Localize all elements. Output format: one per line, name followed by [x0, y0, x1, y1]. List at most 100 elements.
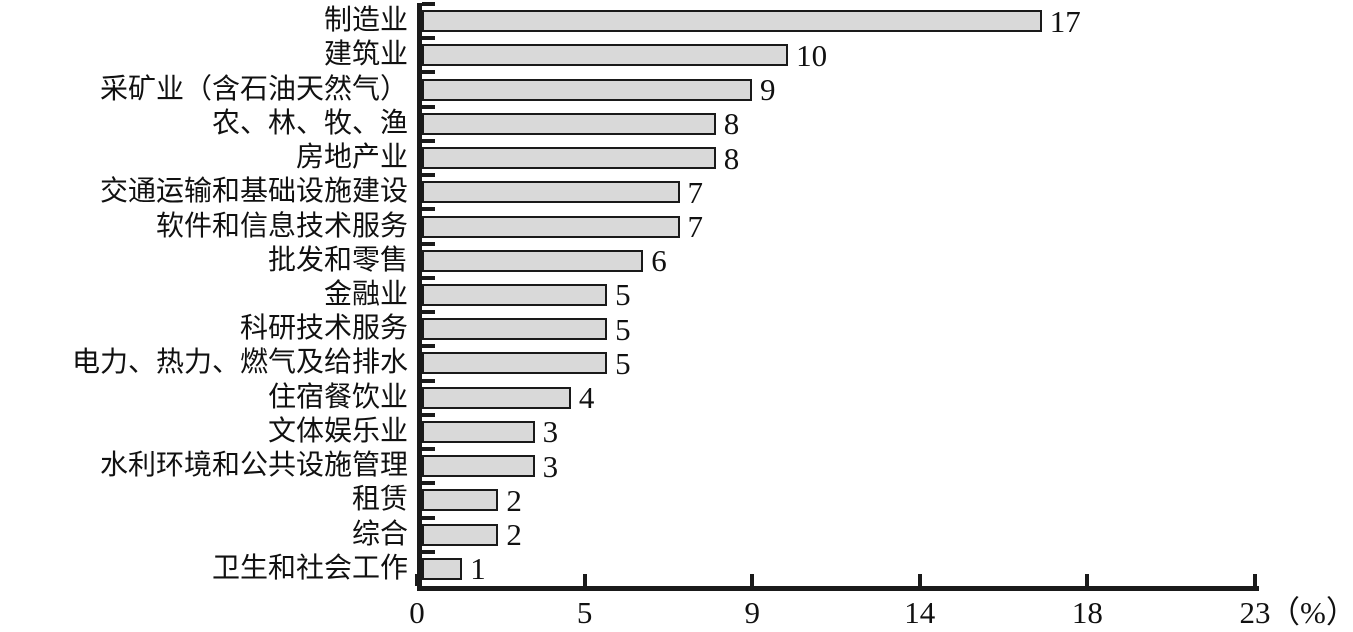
x-tick-label: 23 — [1239, 595, 1271, 630]
bar-value-label: 10 — [796, 37, 828, 73]
x-axis — [417, 586, 1259, 591]
y-axis-ticks — [422, 2, 436, 586]
x-tick-label: 5 — [576, 595, 593, 630]
y-axis-tick — [422, 310, 435, 315]
x-tick-label: 0 — [409, 595, 425, 630]
category-label: 科研技术服务 — [239, 313, 408, 345]
category-label: 综合 — [351, 518, 408, 550]
bar — [422, 352, 608, 375]
bar-area: 4 — [422, 381, 1255, 415]
bar-row: 住宿餐饮业 4 — [0, 381, 1255, 415]
category-label: 交通运输和基础设施建设 — [99, 176, 408, 208]
category-label: 水利环境和公共设施管理 — [99, 450, 408, 482]
bar-area: 9 — [422, 72, 1255, 106]
bar-value-label: 5 — [615, 345, 631, 381]
bar — [422, 283, 608, 306]
y-axis-tick — [422, 412, 435, 417]
bar-area: 8 — [422, 107, 1255, 141]
x-axis-tick — [1253, 574, 1257, 586]
bar-area: 8 — [422, 141, 1255, 175]
y-axis-tick — [422, 70, 435, 75]
bar-row: 金融业 5 — [0, 278, 1255, 312]
bar — [422, 489, 499, 512]
bar-area: 2 — [422, 483, 1255, 517]
bar — [422, 455, 535, 478]
y-axis-tick — [422, 481, 435, 486]
bar-value-label: 2 — [506, 517, 522, 553]
bar-row: 水利环境和公共设施管理 3 — [0, 449, 1255, 483]
x-axis-tick — [415, 574, 419, 586]
bar-area: 7 — [422, 175, 1255, 209]
category-label: 金融业 — [323, 278, 408, 310]
bar-row: 文体娱乐业 3 — [0, 415, 1255, 449]
bar-area: 17 — [422, 4, 1255, 38]
bar-row: 批发和零售 6 — [0, 244, 1255, 278]
bar-value-label: 4 — [578, 380, 595, 416]
bar-area: 6 — [422, 244, 1255, 278]
bar-row: 综合 2 — [0, 518, 1255, 552]
bar — [422, 215, 680, 238]
bar-row: 卫生和社会工作 1 — [0, 552, 1255, 586]
x-axis-labels: （%） 0 5 9 14 18 23 — [409, 595, 1353, 631]
category-label: 制造业 — [323, 5, 408, 37]
y-axis-tick — [422, 344, 435, 349]
y-axis-tick — [422, 36, 435, 41]
bar — [422, 78, 752, 101]
y-axis-tick — [422, 2, 435, 6]
bar-area: 2 — [422, 518, 1255, 552]
bar-row: 科研技术服务 5 — [0, 312, 1255, 346]
x-tick-label: 14 — [904, 595, 936, 630]
bar-area: 5 — [422, 346, 1255, 380]
y-axis-tick — [422, 447, 435, 452]
x-axis-ticks — [415, 574, 1257, 586]
bar — [422, 112, 716, 135]
bar-row: 农、林、牧、渔 8 — [0, 107, 1255, 141]
bar-value-label: 1 — [470, 551, 486, 587]
bar-area: 5 — [422, 312, 1255, 346]
bar-value-label: 7 — [687, 209, 704, 245]
category-label: 电力、热力、燃气及给排水 — [71, 347, 408, 379]
category-label: 采矿业（含石油天然气） — [99, 73, 408, 105]
bar-row: 采矿业（含石油天然气） 9 — [0, 72, 1255, 106]
x-tick-label: 9 — [744, 595, 760, 630]
bar-area: 7 — [422, 209, 1255, 243]
x-axis-tick — [582, 574, 587, 586]
bar-area: 5 — [422, 278, 1255, 312]
y-axis-tick — [422, 104, 435, 109]
bar — [422, 44, 789, 67]
y-axis-tick — [422, 173, 435, 178]
x-axis-tick — [750, 574, 755, 586]
x-axis-tick — [917, 574, 922, 586]
category-label: 软件和信息技术服务 — [155, 210, 408, 242]
bar-value-label: 5 — [615, 277, 631, 313]
category-label: 住宿餐饮业 — [267, 381, 408, 413]
bar-value-label: 2 — [506, 482, 522, 518]
bar-row: 建筑业 10 — [0, 38, 1255, 72]
y-axis-tick — [422, 515, 435, 520]
x-axis-unit-label: （%） — [1269, 595, 1353, 630]
bar-value-label: 17 — [1049, 3, 1081, 39]
x-tick-label: 18 — [1071, 595, 1103, 630]
bar-area: 1 — [422, 552, 1255, 586]
bar — [422, 249, 644, 272]
y-axis-tick — [422, 549, 435, 554]
bar — [422, 557, 463, 580]
bar-area: 3 — [422, 415, 1255, 449]
y-axis-tick — [422, 378, 435, 383]
y-axis-tick — [422, 138, 435, 143]
bar-value-label: 3 — [542, 448, 559, 484]
x-axis-tick — [1085, 574, 1090, 586]
bar-area: 10 — [422, 38, 1255, 72]
bar-value-label: 8 — [723, 106, 740, 142]
bar — [422, 420, 535, 443]
bar — [422, 523, 499, 546]
bar-value-label: 7 — [687, 174, 704, 210]
category-label: 批发和零售 — [267, 244, 408, 276]
bar-rows: 制造业 17 建筑业 10 采矿业（含石油天然气） 9 农、林、牧、渔 8 房地… — [0, 4, 1255, 586]
bar — [422, 147, 716, 170]
bar-row: 电力、热力、燃气及给排水 5 — [0, 346, 1255, 380]
y-axis-tick — [422, 207, 435, 212]
category-label: 农、林、牧、渔 — [211, 107, 408, 139]
category-label: 租赁 — [351, 484, 408, 516]
